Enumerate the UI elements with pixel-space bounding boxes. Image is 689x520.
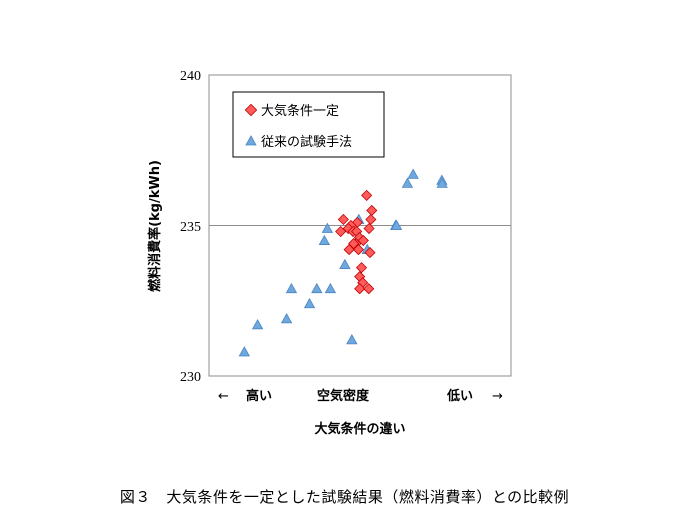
diamond-point — [365, 213, 377, 226]
triangle-point — [321, 222, 334, 233]
x-left-arrow: ← — [218, 389, 229, 404]
figure-caption: 図３ 大気条件を一定とした試験結果（燃料消費率）との比較例 — [119, 488, 570, 506]
data-marks — [238, 168, 448, 357]
legend-triangle-icon — [245, 135, 257, 146]
x-center-label: 空気密度 — [317, 388, 370, 404]
diamond-point — [361, 189, 373, 201]
triangle-point — [436, 177, 448, 188]
legend-label: 従来の試験手法 — [261, 134, 352, 150]
legend-box — [232, 91, 385, 158]
triangle-point — [303, 297, 316, 309]
triangle-point — [401, 177, 414, 188]
triangle-point — [311, 282, 323, 294]
y-tick-label: 240 — [180, 69, 201, 84]
diamond-point — [343, 244, 355, 256]
diamond-point — [364, 247, 376, 259]
x-right-arrow: → — [492, 389, 503, 404]
y-tick-label: 235 — [180, 220, 201, 235]
diamond-point — [335, 225, 347, 238]
x-right-label: 低い — [446, 388, 473, 404]
triangle-point — [251, 319, 264, 330]
legend-label: 大気条件一定 — [261, 103, 339, 119]
diamond-point — [363, 283, 375, 295]
triangle-point — [346, 334, 358, 345]
x-left-label: 高い — [246, 388, 272, 404]
legend-diamond-icon — [244, 103, 258, 117]
diamond-point — [355, 262, 368, 274]
diamond-point — [354, 283, 366, 295]
triangle-point — [285, 282, 298, 294]
triangle-point — [318, 234, 331, 245]
triangle-point — [390, 219, 403, 230]
triangle-point — [238, 346, 251, 357]
scatter-chart: 240 235 230 燃料消費率(kg/kWh) 大気条件一定 従来の試験手法… — [147, 69, 512, 437]
x-axis-title: 大気条件の違い — [314, 421, 405, 437]
legend: 大気条件一定 従来の試験手法 — [232, 91, 385, 158]
y-axis-title: 燃料消費率(kg/kWh) — [147, 160, 163, 292]
triangle-point — [407, 168, 419, 179]
y-tick-label: 230 — [180, 370, 201, 385]
triangle-point — [324, 282, 337, 294]
triangle-point — [280, 312, 293, 324]
diamond-point — [337, 213, 349, 226]
diamond-point — [363, 222, 375, 235]
triangle-point — [339, 258, 351, 270]
diamond-point — [352, 244, 365, 256]
